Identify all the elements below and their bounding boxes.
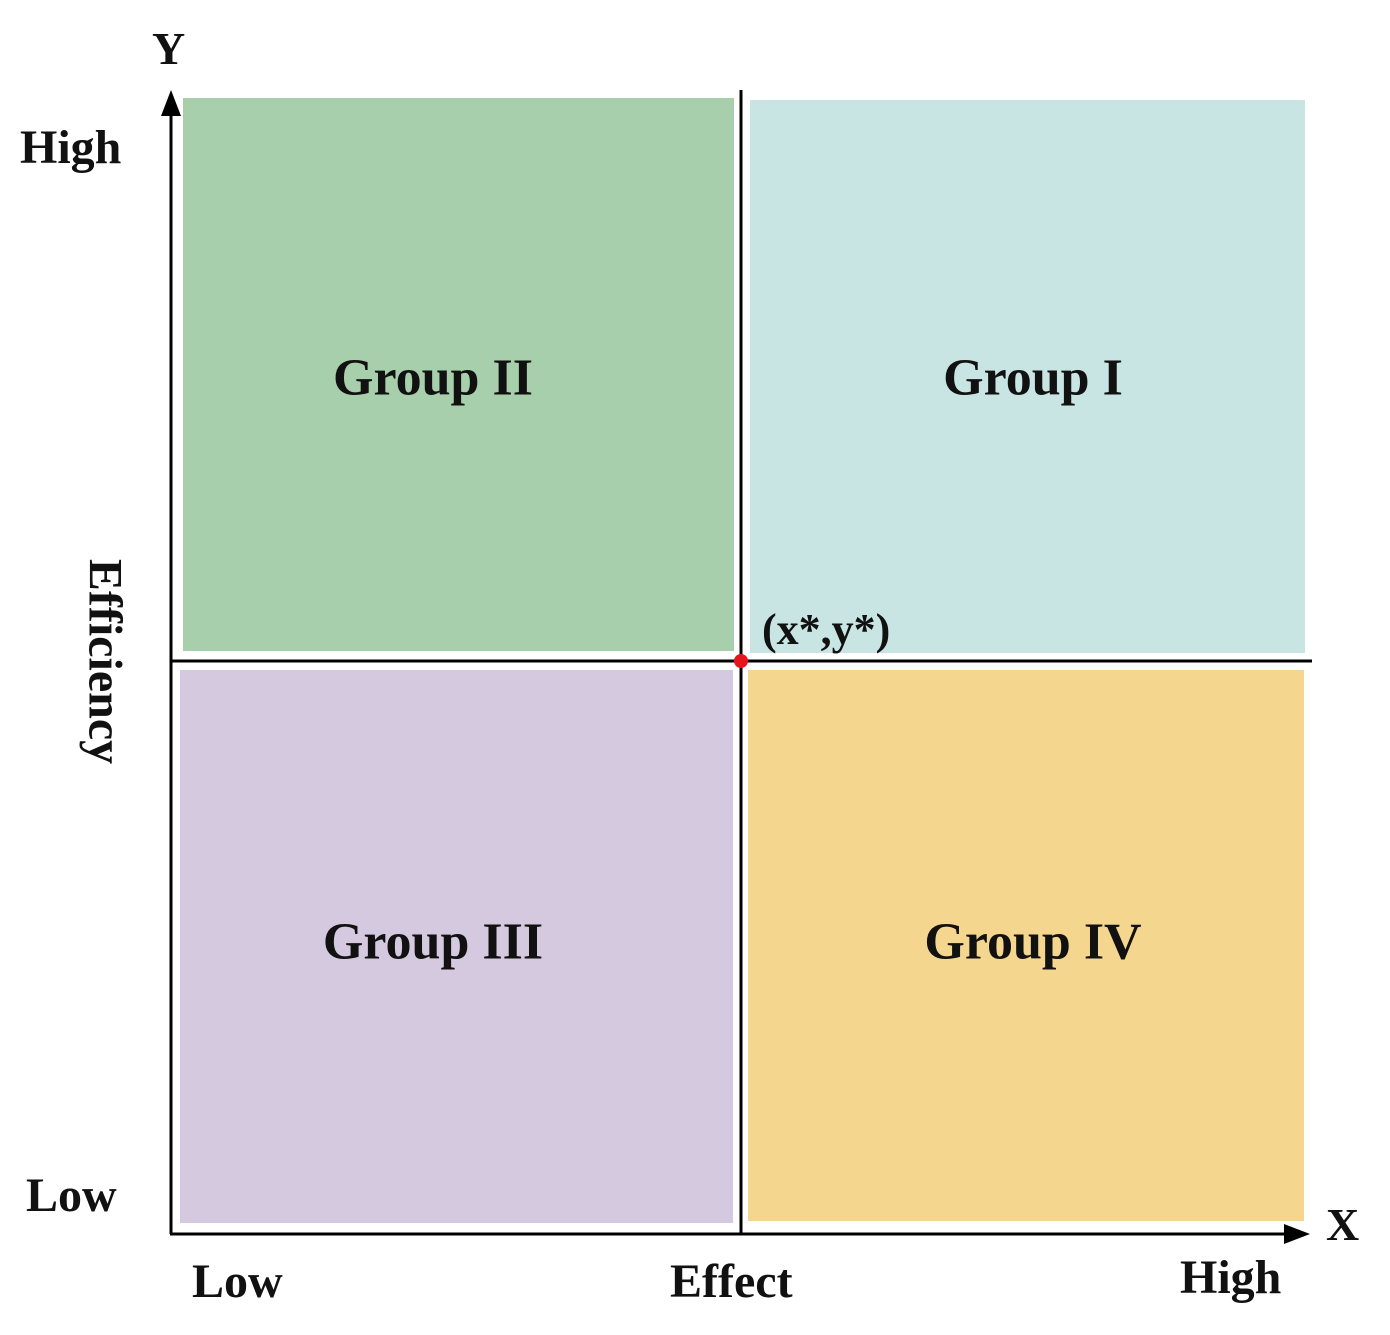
y-axis-arrowhead bbox=[161, 90, 181, 116]
quadrant-group-iii bbox=[180, 670, 733, 1223]
quadrant-group-i bbox=[750, 100, 1305, 653]
x-axis-high-label: High bbox=[1180, 1251, 1282, 1304]
y-axis-letter: Y bbox=[152, 23, 186, 74]
quadrant-label-group-i: Group I bbox=[943, 349, 1123, 407]
center-point-marker bbox=[734, 654, 748, 668]
quadrant-label-group-iv: Group IV bbox=[924, 913, 1142, 971]
y-axis-title: Efficiency bbox=[78, 558, 132, 765]
y-axis-low-label: Low bbox=[26, 1169, 117, 1222]
center-point-label: (x*,y*) bbox=[762, 605, 891, 654]
x-axis-title: Effect bbox=[670, 1255, 793, 1308]
quadrant-label-group-ii: Group II bbox=[333, 349, 533, 407]
x-axis-low-label: Low bbox=[192, 1255, 283, 1308]
quadrant-group-iv bbox=[748, 670, 1304, 1221]
x-axis-arrowhead bbox=[1284, 1224, 1310, 1244]
x-axis-letter: X bbox=[1326, 1199, 1360, 1250]
y-axis-high-label: High bbox=[20, 121, 122, 174]
quadrant-label-group-iii: Group III bbox=[322, 913, 544, 971]
quadrant-group-ii bbox=[183, 98, 734, 651]
